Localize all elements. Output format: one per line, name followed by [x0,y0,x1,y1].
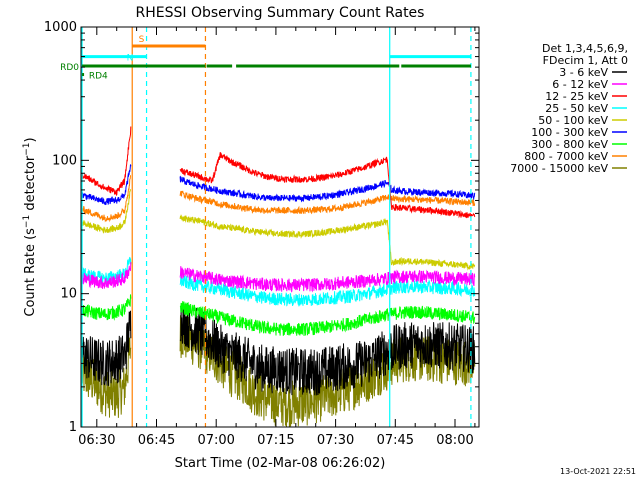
legend-entry-label: 100 - 300 keV [531,126,608,139]
series-line-100-300kev [81,164,476,206]
x-tick-label: 07:30 [317,433,354,448]
flag-label-n: N [127,54,134,64]
series-line-800-7000kev [81,174,476,223]
y-axis-label: Count Rate (s−1 detector−1) [22,137,38,316]
legend-entry-label: 50 - 100 keV [538,114,608,127]
plot-frame [80,26,480,428]
y-axis-label-group: Count Rate (s−1 detector−1) [22,137,38,316]
vline-layer [81,27,472,427]
x-axis-label: Start Time (02-Mar-08 06:26:02) [175,456,386,471]
legend-entry-label: 7000 - 15000 keV [510,162,608,175]
flag-label-rd0: RD0 [60,63,79,73]
legend-entry-label: 800 - 7000 keV [524,150,608,163]
series-line-12-25kev [81,126,476,219]
x-tick-label: 08:00 [436,433,473,448]
x-tick-label: 06:30 [78,433,115,448]
series-layer [81,126,476,428]
flag-label-rd4: RD4 [89,72,108,82]
y-tick-label: 1000 [44,20,77,35]
flag-label-s: S [139,35,145,45]
legend-header-line: FDecim 1, Att 0 [543,54,628,67]
series-line-300-800kev [81,294,476,336]
y-tick-label: 100 [52,153,77,168]
legend-entry-label: 12 - 25 keV [545,90,608,103]
series-line-6-12kev [81,262,476,293]
series-line-3-6kev [81,302,476,396]
legend-entry-label: 25 - 50 keV [545,102,608,115]
legend-header-line: Det 1,3,4,5,6,9, [542,42,628,55]
legend-entry-label: 3 - 6 keV [559,66,608,79]
axis-layer: 1 10 100 1000 06:30 06:45 07:00 07:15 07:30 07:45… [44,20,479,448]
y-tick-label: 1 [69,420,77,435]
legend-entry-label: 6 - 12 keV [552,78,608,91]
x-tick-label: 06:45 [138,433,175,448]
x-tick-label: 07:15 [257,433,294,448]
x-tick-label: 07:45 [377,433,414,448]
chart-title: RHESSI Observing Summary Count Rates [136,5,425,21]
legend: Det 1,3,4,5,6,9,FDecim 1, Att 03 - 6 keV… [510,42,628,175]
y-tick-label: 10 [60,287,77,302]
series-line-50-100kev [81,189,476,271]
legend-entry-label: 300 - 800 keV [531,138,608,151]
flag-layer: SN RD0 RD4 [60,35,471,82]
x-tick-label: 07:00 [197,433,234,448]
timestamp-footer: 13-Oct-2021 22:51 [560,467,636,476]
